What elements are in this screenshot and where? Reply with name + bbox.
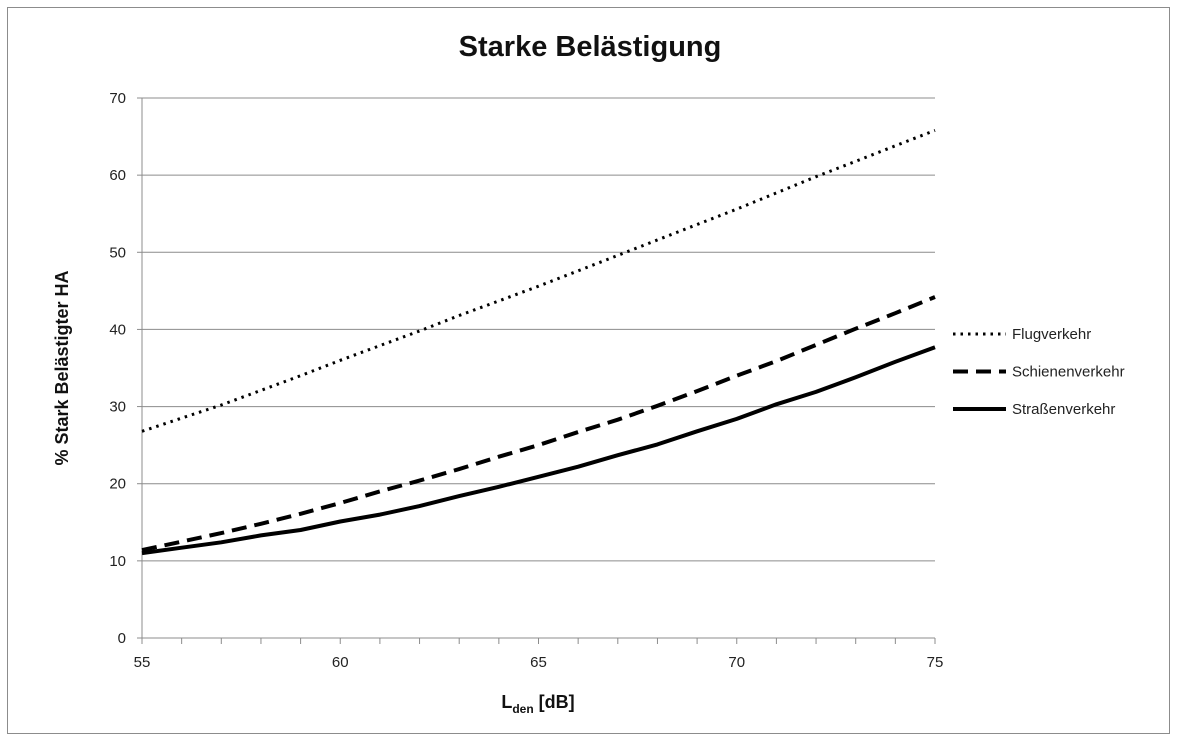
y-tick-label: 50 [109, 244, 126, 261]
legend: Flugverkehr Schienenverkehr Straßenverkehr [953, 326, 1125, 418]
y-tick-labels: 0 10 20 30 40 50 60 70 [109, 90, 126, 647]
legend-label: Schienenverkehr [1012, 364, 1125, 381]
gridlines [142, 97, 935, 562]
x-axis-title-sub: den [512, 702, 533, 716]
x-tick-label: 70 [728, 654, 745, 671]
y-tick-label: 30 [109, 399, 126, 416]
y-tick-label: 20 [109, 476, 126, 493]
x-tick-label: 60 [332, 654, 349, 671]
series-line-solid [141, 345, 936, 556]
y-axis-title: % Stark Belästigter HA [52, 270, 72, 465]
x-axis-title-tail: [dB] [534, 692, 575, 712]
legend-label: Flugverkehr [1012, 326, 1091, 343]
series-lines [141, 129, 936, 556]
y-tick-label: 60 [109, 167, 126, 184]
x-axis-title-main: L [501, 692, 512, 712]
y-tick-label: 0 [118, 630, 126, 647]
x-tick-label: 65 [530, 654, 547, 671]
x-tick-label: 55 [134, 654, 151, 671]
x-tick-labels: 55 60 65 70 75 [134, 654, 944, 671]
chart-title: Starke Belästigung [459, 31, 722, 63]
x-tick-label: 75 [927, 654, 944, 671]
x-axis-title: Lden [dB] [501, 692, 574, 716]
axes [137, 97, 936, 644]
y-tick-label: 10 [109, 553, 126, 570]
legend-label: Straßenverkehr [1012, 401, 1115, 418]
y-tick-label: 40 [109, 321, 126, 338]
series-line-dashed [141, 295, 936, 553]
y-tick-label: 70 [109, 90, 126, 107]
series-line-dotted [141, 129, 936, 433]
